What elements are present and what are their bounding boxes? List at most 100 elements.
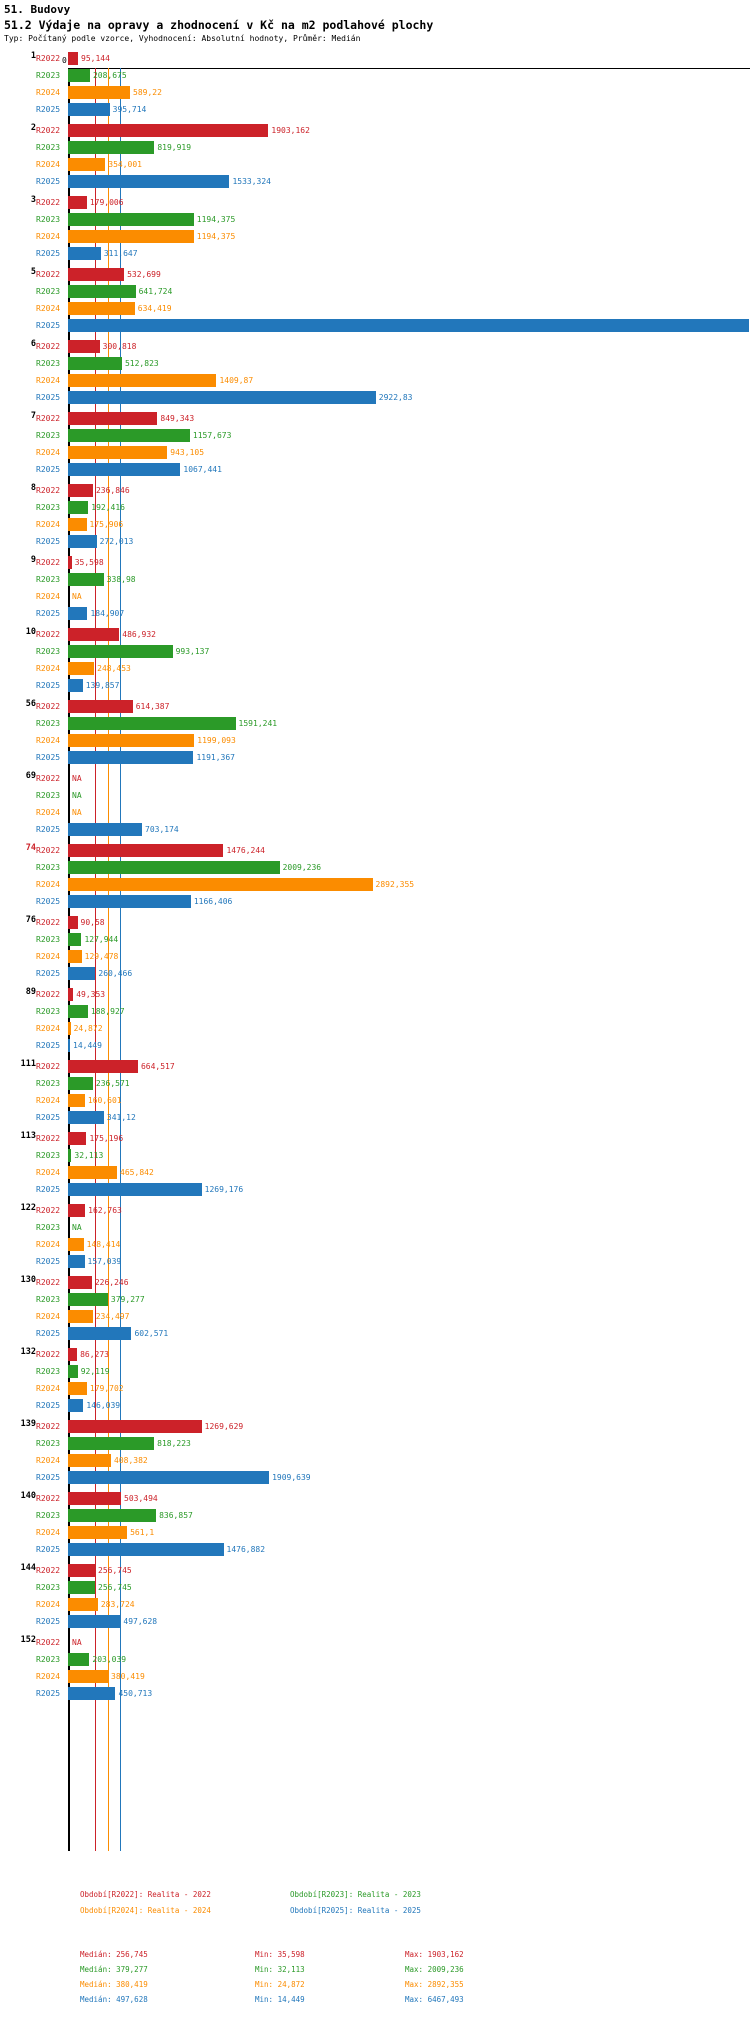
bar-value-label: 338,98 <box>106 575 136 584</box>
bar-r2024-5[interactable] <box>68 302 135 315</box>
bar-r2023-10[interactable] <box>68 645 173 658</box>
bar-r2025-152[interactable] <box>68 1687 116 1700</box>
bar-r2022-56[interactable] <box>68 700 133 713</box>
bar-r2024-1[interactable] <box>68 86 131 99</box>
bar-r2023-5[interactable] <box>68 285 136 298</box>
bar-r2022-3[interactable] <box>68 196 87 209</box>
bar-row: R2023 256,745 <box>0 1579 750 1596</box>
bar-r2023-111[interactable] <box>68 1077 93 1090</box>
bar-r2022-5[interactable] <box>68 268 125 281</box>
bar-r2025-2[interactable] <box>68 175 230 188</box>
bar-r2024-3[interactable] <box>68 230 194 243</box>
bar-r2023-139[interactable] <box>68 1437 155 1450</box>
bar-r2022-111[interactable] <box>68 1060 138 1073</box>
bar-r2023-8[interactable] <box>68 501 89 514</box>
bar-r2024-2[interactable] <box>68 158 106 171</box>
bar-r2022-7[interactable] <box>68 412 158 425</box>
bar-r2025-1[interactable] <box>68 103 110 116</box>
bar-r2022-10[interactable] <box>68 628 120 641</box>
bar-r2024-130[interactable] <box>68 1310 93 1323</box>
bar-r2023-144[interactable] <box>68 1581 96 1594</box>
bar-r2025-140[interactable] <box>68 1543 224 1556</box>
bar-r2025-69[interactable] <box>68 823 143 836</box>
bar-r2024-139[interactable] <box>68 1454 111 1467</box>
bar-r2024-152[interactable] <box>68 1670 109 1683</box>
bar-row: R2023 1194,375 <box>0 211 750 228</box>
bar-r2024-89[interactable] <box>68 1022 71 1035</box>
bar-value-label: 1166,406 <box>193 897 233 906</box>
bar-r2025-5[interactable] <box>68 319 749 332</box>
bar-value-label: 486,932 <box>122 630 156 639</box>
series-label-r2024: R2024 <box>36 1384 61 1393</box>
bar-r2023-6[interactable] <box>68 357 122 370</box>
bar-r2022-130[interactable] <box>68 1276 92 1289</box>
bar-r2022-74[interactable] <box>68 844 224 857</box>
bar-r2025-6[interactable] <box>68 391 376 404</box>
bar-r2022-122[interactable] <box>68 1204 86 1217</box>
bar-r2022-9[interactable] <box>68 556 72 569</box>
bar-r2024-140[interactable] <box>68 1526 128 1539</box>
bar-r2024-132[interactable] <box>68 1382 87 1395</box>
bar-r2022-132[interactable] <box>68 1348 78 1361</box>
bar-r2023-76[interactable] <box>68 933 82 946</box>
bar-r2024-111[interactable] <box>68 1094 85 1107</box>
bar-r2025-10[interactable] <box>68 679 83 692</box>
bar-value-label: 1157,673 <box>192 431 232 440</box>
bar-r2023-1[interactable] <box>68 69 90 82</box>
bar-r2023-74[interactable] <box>68 861 280 874</box>
bar-r2022-113[interactable] <box>68 1132 87 1145</box>
bar-r2024-7[interactable] <box>68 446 168 459</box>
bar-row: R2024 943,105 <box>0 444 750 461</box>
bar-r2025-56[interactable] <box>68 751 194 764</box>
bar-r2025-122[interactable] <box>68 1255 85 1268</box>
bar-r2025-74[interactable] <box>68 895 191 908</box>
bar-r2024-113[interactable] <box>68 1166 118 1179</box>
bar-r2024-56[interactable] <box>68 734 195 747</box>
bar-r2023-113[interactable] <box>68 1149 72 1162</box>
bar-r2022-144[interactable] <box>68 1564 96 1577</box>
bar-r2023-2[interactable] <box>68 141 155 154</box>
bar-r2023-56[interactable] <box>68 717 236 730</box>
bar-r2025-144[interactable] <box>68 1615 121 1628</box>
bar-r2025-132[interactable] <box>68 1399 84 1412</box>
bar-row: R2025 1067,441 <box>0 461 750 478</box>
bar-r2025-130[interactable] <box>68 1327 132 1340</box>
bar-r2022-140[interactable] <box>68 1492 122 1505</box>
bar-r2023-152[interactable] <box>68 1653 90 1666</box>
bar-r2022-76[interactable] <box>68 916 78 929</box>
bar-r2022-139[interactable] <box>68 1420 202 1433</box>
bar-r2025-3[interactable] <box>68 247 101 260</box>
series-label-r2025: R2025 <box>36 1401 61 1410</box>
bar-r2025-89[interactable] <box>68 1039 70 1052</box>
bar-row: R2025 14,449 <box>0 1037 750 1054</box>
bar-r2022-2[interactable] <box>68 124 269 137</box>
bar-group: 10 R2022 486,932 R2023 993,137 R2024 248,453 R2… <box>0 626 750 698</box>
bar-value-label: NA <box>72 774 82 783</box>
bar-r2022-6[interactable] <box>68 340 100 353</box>
bar-r2024-10[interactable] <box>68 662 95 675</box>
bar-r2025-7[interactable] <box>68 463 181 476</box>
bar-r2024-122[interactable] <box>68 1238 84 1251</box>
bar-r2024-144[interactable] <box>68 1598 98 1611</box>
bar-r2025-113[interactable] <box>68 1183 202 1196</box>
bar-r2025-76[interactable] <box>68 967 96 980</box>
bar-r2023-130[interactable] <box>68 1293 108 1306</box>
bar-r2023-89[interactable] <box>68 1005 88 1018</box>
bar-r2024-76[interactable] <box>68 950 82 963</box>
bar-r2025-111[interactable] <box>68 1111 104 1124</box>
bar-r2023-140[interactable] <box>68 1509 157 1522</box>
bar-r2024-74[interactable] <box>68 878 373 891</box>
bar-r2023-132[interactable] <box>68 1365 78 1378</box>
bar-r2023-3[interactable] <box>68 213 194 226</box>
bar-r2024-8[interactable] <box>68 518 87 531</box>
bar-r2025-139[interactable] <box>68 1471 270 1484</box>
bar-r2023-7[interactable] <box>68 429 190 442</box>
bar-r2025-8[interactable] <box>68 535 97 548</box>
bar-r2022-8[interactable] <box>68 484 93 497</box>
bar-r2022-89[interactable] <box>68 988 74 1001</box>
bar-r2023-9[interactable] <box>68 573 104 586</box>
bar-r2025-9[interactable] <box>68 607 88 620</box>
bar-row: R2024 634,419 <box>0 300 750 317</box>
bar-r2022-1[interactable] <box>68 52 79 65</box>
bar-r2024-6[interactable] <box>68 374 217 387</box>
